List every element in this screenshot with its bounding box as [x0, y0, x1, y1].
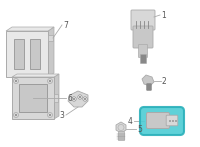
Circle shape: [172, 120, 174, 122]
Circle shape: [72, 97, 76, 101]
Polygon shape: [6, 27, 54, 31]
FancyBboxPatch shape: [147, 84, 151, 90]
Circle shape: [175, 120, 177, 122]
FancyBboxPatch shape: [14, 39, 24, 69]
FancyBboxPatch shape: [54, 94, 58, 102]
FancyBboxPatch shape: [30, 39, 40, 69]
FancyBboxPatch shape: [146, 112, 170, 128]
Polygon shape: [48, 27, 54, 77]
Text: 7: 7: [63, 20, 68, 30]
Text: 3: 3: [59, 112, 64, 121]
FancyBboxPatch shape: [138, 45, 148, 57]
Polygon shape: [68, 91, 88, 107]
Text: 6: 6: [67, 93, 72, 102]
Circle shape: [49, 114, 51, 116]
Text: 4: 4: [128, 117, 133, 126]
FancyBboxPatch shape: [48, 35, 53, 41]
FancyBboxPatch shape: [118, 131, 124, 140]
FancyBboxPatch shape: [140, 107, 184, 135]
FancyBboxPatch shape: [6, 31, 48, 77]
FancyBboxPatch shape: [133, 26, 153, 48]
Circle shape: [15, 80, 17, 82]
Circle shape: [169, 120, 171, 122]
Circle shape: [84, 98, 86, 100]
FancyBboxPatch shape: [140, 55, 146, 64]
Circle shape: [78, 95, 82, 99]
Text: 2: 2: [162, 76, 167, 86]
Text: 5: 5: [137, 125, 142, 133]
FancyBboxPatch shape: [166, 115, 178, 126]
Polygon shape: [54, 74, 59, 119]
FancyBboxPatch shape: [12, 77, 54, 119]
Circle shape: [73, 98, 75, 100]
Text: 1: 1: [161, 10, 166, 20]
Polygon shape: [142, 75, 154, 86]
Circle shape: [79, 96, 81, 98]
Circle shape: [83, 97, 87, 101]
FancyBboxPatch shape: [131, 10, 155, 30]
Circle shape: [15, 114, 17, 116]
Polygon shape: [12, 74, 59, 77]
FancyBboxPatch shape: [19, 84, 47, 112]
Circle shape: [49, 80, 51, 82]
Polygon shape: [116, 122, 126, 133]
